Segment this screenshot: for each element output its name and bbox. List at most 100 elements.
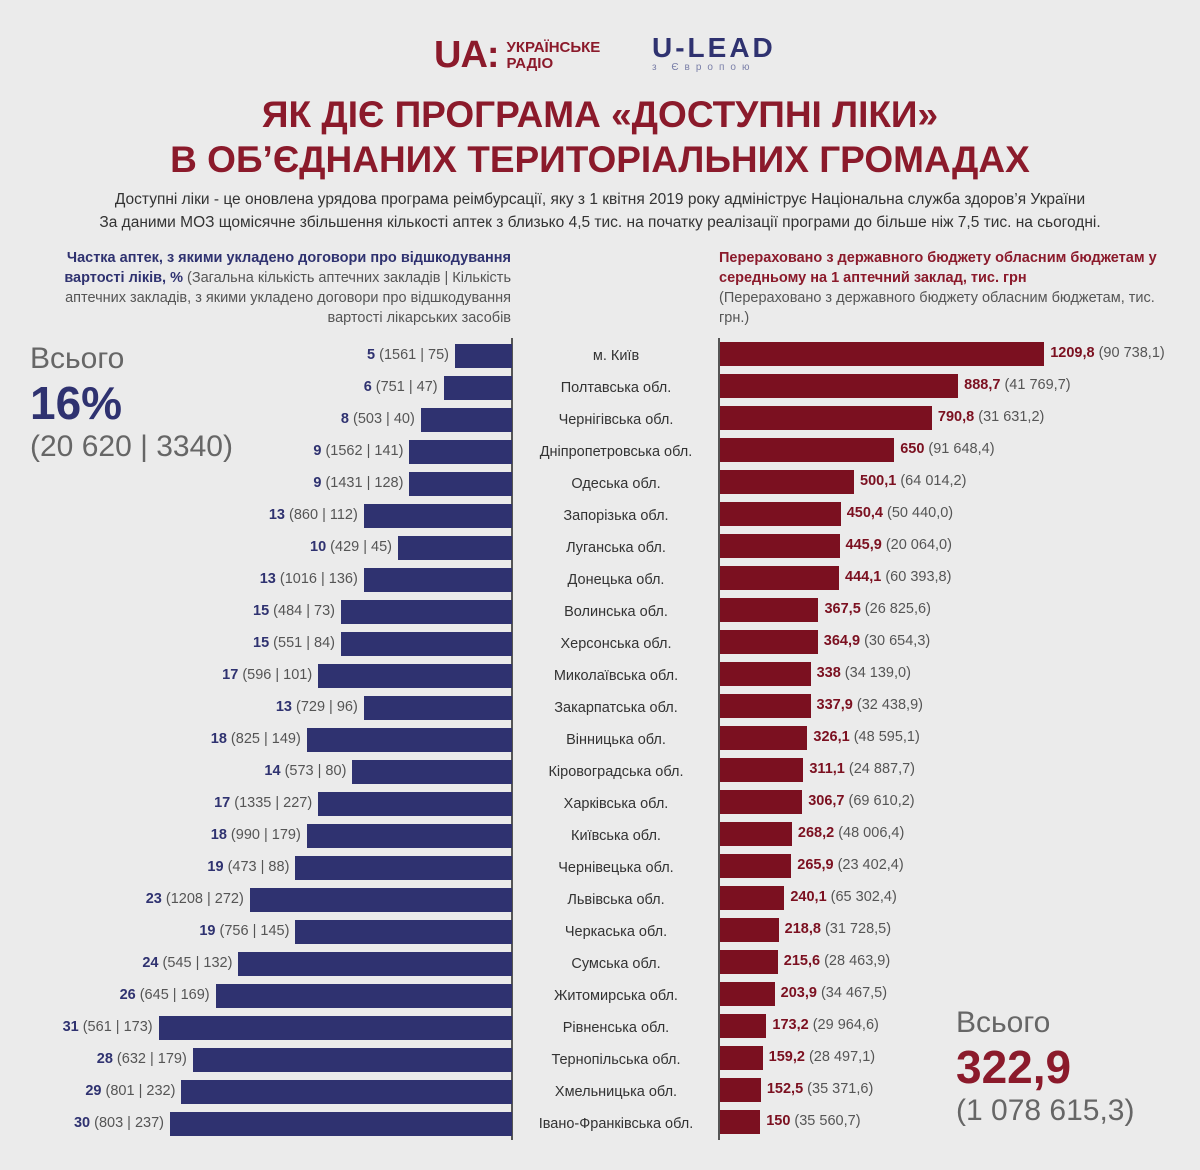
subtitle-1: Доступні ліки - це оновлена урядова прог… — [114, 191, 1086, 208]
chart-row: 31 (561 | 173) Рівненська обл. 173,2 (29 9… — [0, 1012, 1200, 1044]
right-axis-line — [718, 338, 720, 1140]
right-value: 215,6 — [783, 953, 821, 969]
chart-row: 18 (825 | 149) Вінницька обл. 326,1 (48 59… — [0, 724, 1200, 756]
right-bar — [720, 566, 840, 590]
left-value: 15 — [253, 635, 270, 651]
left-total: Всього 16% (20 620 | 3340) — [30, 342, 233, 464]
right-value: 650 — [900, 441, 925, 457]
right-detail: (60 393,8) — [881, 569, 952, 585]
right-value: 265,9 — [797, 857, 834, 873]
chart-row: 24 (545 | 132) Сумська обл. 215,6 (28 463,… — [0, 948, 1200, 980]
left-total-value: 16% — [30, 377, 123, 429]
right-value: 326,1 — [813, 729, 850, 745]
right-value-label: 364,9 (30 654,3) — [824, 633, 930, 649]
left-value-label: 18 (990 | 179) — [211, 827, 301, 843]
right-detail: (91 648,4) — [924, 441, 995, 457]
right-bar — [720, 662, 811, 686]
chart-row: 30 (803 | 237) Івано-Франківська обл. 150 … — [0, 1108, 1200, 1140]
ulead-logo: U-LEAD з Європою — [652, 32, 776, 73]
left-detail: (1431 | 128) — [321, 475, 404, 491]
chart-row: 14 (573 | 80) Кіровоградська обл. 311,1 (2… — [0, 756, 1200, 788]
left-detail: (596 | 101) — [238, 667, 313, 683]
right-value: 338 — [816, 665, 841, 681]
right-bar — [720, 438, 895, 462]
left-value: 19 — [199, 923, 216, 939]
left-value: 13 — [275, 699, 292, 715]
left-detail: (1016 | 136) — [275, 571, 358, 587]
chart-row: 13 (860 | 112) Запорізька обл. 450,4 (50 4… — [0, 500, 1200, 532]
right-value-label: 173,2 (29 964,6) — [772, 1017, 878, 1033]
left-value: 13 — [259, 571, 276, 587]
right-bar — [720, 982, 775, 1006]
left-value: 24 — [142, 955, 159, 971]
right-bar — [720, 406, 932, 430]
region-label: Івано-Франківська обл. — [538, 1116, 694, 1132]
left-value-label: 31 (561 | 173) — [63, 1019, 153, 1035]
left-bar — [158, 1016, 512, 1040]
right-detail: (24 887,7) — [844, 761, 915, 777]
chart-row: 29 (801 | 232) Хмельницька обл. 152,5 (35 … — [0, 1076, 1200, 1108]
region-label: Сумська обл. — [571, 956, 661, 972]
region-label: Чернівецька обл. — [558, 860, 674, 876]
left-value-label: 19 (473 | 88) — [207, 859, 289, 875]
right-bar — [720, 342, 1045, 366]
chart-row: 17 (1335 | 227) Харківська обл. 306,7 (69 … — [0, 788, 1200, 820]
left-chart-heading: Частка аптек, з якими укладено договори … — [20, 248, 511, 328]
right-value-label: 444,1 (60 393,8) — [845, 569, 951, 585]
left-bar — [398, 536, 512, 560]
left-detail: (729 | 96) — [291, 699, 358, 715]
right-detail: (34 139,0) — [840, 665, 911, 681]
left-value: 17 — [222, 667, 239, 683]
right-value: 159,2 — [768, 1049, 805, 1065]
right-detail: (48 006,4) — [834, 825, 905, 841]
right-bar — [720, 1014, 767, 1038]
right-bar — [720, 854, 792, 878]
right-detail: (69 610,2) — [844, 793, 915, 809]
right-value-label: 326,1 (48 595,1) — [813, 729, 919, 745]
region-label: Чернігівська обл. — [558, 412, 674, 428]
left-detail: (1561 | 75) — [375, 347, 449, 363]
left-bar — [215, 984, 512, 1008]
left-bar — [363, 568, 512, 592]
right-value-label: 338 (34 139,0) — [817, 665, 911, 681]
left-bar — [295, 856, 512, 880]
chart-row: 10 (429 | 45) Луганська обл. 445,9 (20 064… — [0, 532, 1200, 564]
right-detail: (65 302,4) — [826, 889, 897, 905]
chart-row: 13 (1016 | 136) Донецька обл. 444,1 (60 39… — [0, 564, 1200, 596]
title-line1: ЯК ДІЄ ПРОГРАМА «ДОСТУПНІ ЛІКИ» — [261, 94, 939, 135]
region-label: Донецька обл. — [567, 572, 665, 588]
right-value-label: 240,1 (65 302,4) — [790, 889, 896, 905]
left-detail: (803 | 237) — [90, 1115, 164, 1131]
right-bar — [720, 1046, 763, 1070]
left-bar — [341, 632, 512, 656]
left-value-label: 5 (1561 | 75) — [367, 347, 449, 363]
left-value: 5 — [367, 347, 376, 363]
right-detail: (30 654,3) — [860, 633, 931, 649]
left-detail: (573 | 80) — [280, 763, 347, 779]
right-value: 311,1 — [809, 761, 845, 777]
left-bar — [238, 952, 512, 976]
right-value: 150 — [766, 1113, 791, 1129]
left-detail: (860 | 112) — [284, 507, 358, 523]
right-total-value: 322,9 — [956, 1041, 1072, 1093]
left-bar — [409, 472, 512, 496]
right-value: 268,2 — [797, 825, 835, 841]
chart-row: 5 (1561 | 75) м. Київ 1209,8 (90 738,1) — [0, 340, 1200, 372]
region-label: Кіровоградська обл. — [548, 764, 684, 780]
ua-mark: UA: — [434, 34, 500, 76]
right-chart-heading: Перераховано з державного бюджету обласн… — [719, 248, 1169, 328]
left-detail: (801 | 232) — [101, 1083, 176, 1099]
left-value: 31 — [62, 1019, 79, 1035]
region-label: Луганська обл. — [566, 540, 666, 556]
left-value: 10 — [310, 539, 327, 555]
left-detail: (473 | 88) — [223, 859, 290, 875]
left-detail: (825 | 149) — [226, 731, 301, 747]
region-label: Вінницька обл. — [566, 732, 666, 748]
right-value: 173,2 — [772, 1017, 809, 1033]
chart-row: 28 (632 | 179) Тернопільська обл. 159,2 (2… — [0, 1044, 1200, 1076]
left-bar — [443, 376, 512, 400]
right-bar — [720, 886, 785, 910]
right-value-label: 337,9 (32 438,9) — [817, 697, 923, 713]
left-value-label: 15 (484 | 73) — [253, 603, 335, 619]
right-detail: (34 467,5) — [816, 985, 888, 1001]
